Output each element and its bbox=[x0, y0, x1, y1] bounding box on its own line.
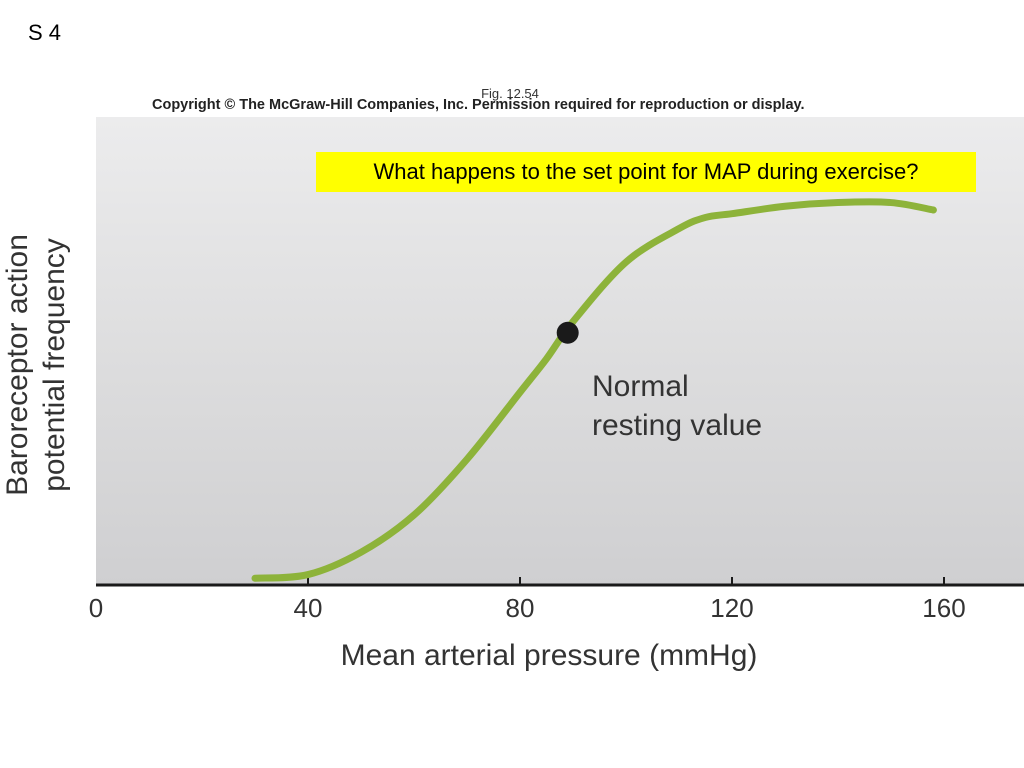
x-tick-label: 0 bbox=[89, 593, 103, 623]
x-tick-label: 40 bbox=[294, 593, 323, 623]
y-axis-title: Baroreceptor action potential frequency bbox=[1, 234, 71, 496]
annotation-line: Normal bbox=[592, 370, 689, 403]
plot-area bbox=[96, 117, 1024, 585]
y-axis-title-line: Baroreceptor action bbox=[1, 234, 34, 496]
annotation-line: resting value bbox=[592, 409, 762, 442]
x-tick-label: 160 bbox=[922, 593, 965, 623]
x-axis-title: Mean arterial pressure (mmHg) bbox=[341, 639, 758, 672]
copyright-notice: Copyright © The McGraw-Hill Companies, I… bbox=[152, 97, 805, 113]
response-curve bbox=[251, 198, 937, 582]
normal-resting-annotation: Normal resting value bbox=[592, 370, 762, 442]
x-tick-label: 120 bbox=[710, 593, 753, 623]
normal-resting-marker bbox=[556, 321, 579, 344]
question-banner: What happens to the set point for MAP du… bbox=[316, 152, 976, 192]
slide-number: S 4 bbox=[28, 20, 62, 45]
x-axis-ticks: 0 40 80 120 160 bbox=[89, 577, 966, 623]
y-axis-title-line: potential frequency bbox=[38, 238, 71, 492]
figure-label: Fig. 12.54 bbox=[481, 86, 539, 101]
x-tick-label: 80 bbox=[506, 593, 535, 623]
